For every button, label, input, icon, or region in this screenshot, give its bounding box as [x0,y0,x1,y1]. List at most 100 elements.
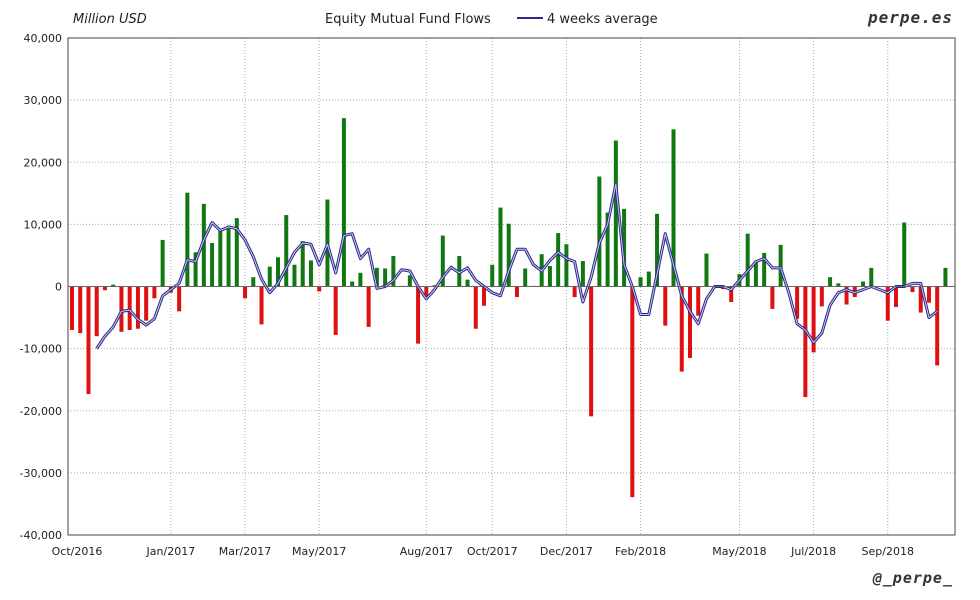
x-tick-label: Aug/2017 [400,545,453,558]
outflow-bar [803,286,808,398]
inflow-bar [374,267,379,287]
inflow-bar [523,268,528,287]
outflow-bar [885,286,890,321]
outflow-bar [696,286,701,316]
average-line [96,183,938,349]
inflow-bar [671,129,676,287]
outflow-bar [259,286,264,325]
outflow-bar [86,286,91,394]
outflow-bar [926,286,931,303]
outflow-bar [844,286,849,305]
inflow-bar [440,235,445,287]
outflow-bar [177,286,182,312]
inflow-bar [341,118,346,287]
outflow-bar [514,286,519,298]
outflow-bar [473,286,478,329]
y-tick-label: -20,000 [20,405,62,418]
inflow-bar [902,222,907,287]
inflow-bar [861,281,866,287]
chart-title: Equity Mutual Fund Flows [325,12,491,27]
inflow-bar [193,252,198,287]
outflow-bar [243,286,248,299]
outflow-bar [688,286,692,358]
inflow-bar [613,140,618,287]
outflow-bar [910,286,915,293]
legend-label: 4 weeks average [547,12,658,27]
inflow-bar [556,233,561,287]
inflow-bar [564,244,569,287]
inflow-bar [407,275,412,287]
inflow-bar [383,268,388,287]
legend: 4 weeks average [517,12,658,27]
outflow-bar [811,286,816,353]
inflow-bar [292,264,297,287]
inflow-bar [646,271,651,287]
outflow-bar [152,286,157,299]
outflow-bar [819,286,824,307]
y-tick-label: 0 [55,281,62,294]
inflow-bar [506,223,511,287]
inflow-bar [391,256,396,287]
outflow-bar [416,286,421,344]
outflow-bar [589,286,594,417]
inflow-bar [836,283,841,287]
x-tick-label: Dec/2017 [540,545,593,558]
inflow-bar [778,244,783,287]
outflow-bar [894,286,898,307]
outflow-bar [70,286,74,330]
outflow-bar [102,286,107,291]
inflow-bar [943,267,948,287]
inflow-bar [465,279,470,287]
inflow-bar [869,267,874,287]
outflow-bar [935,286,940,366]
outflow-bar [94,286,99,337]
outflow-bar [572,286,577,298]
inflow-bar [111,284,116,287]
brand-logo-text: perpe.es [867,8,953,27]
x-tick-label: Feb/2018 [615,545,666,558]
inflow-bar [226,228,231,287]
y-tick-label: 20,000 [24,156,63,169]
inflow-bar [276,257,280,287]
y-unit-label: Million USD [73,12,147,27]
inflow-bar [251,277,256,287]
inflow-bar [745,233,750,287]
inflow-bar [638,277,643,287]
inflow-bar [597,176,602,287]
bars-layer [70,118,948,498]
y-tick-label: -10,000 [20,343,62,356]
average-line-layer [95,182,939,350]
inflow-bar [284,215,289,287]
outflow-bar [630,286,635,498]
outflow-bar [135,286,140,329]
inflow-bar [490,264,495,287]
y-tick-label: 10,000 [24,218,63,231]
inflow-bar [762,252,767,287]
inflow-bar [267,266,272,287]
outflow-bar [482,286,486,306]
average-line-outline [95,182,939,350]
inflow-bar [580,261,585,287]
inflow-bar [234,218,239,287]
inflow-bar [308,260,313,287]
x-tick-label: Oct/2017 [467,545,518,558]
x-tick-label: Jul/2018 [790,545,836,558]
axes-layer: -40,000 -30,000 -20,000 -10,000 0 10,000 20,00… [20,32,956,558]
inflow-bar [210,243,215,287]
outflow-bar [78,286,83,334]
inflow-bar [704,253,709,287]
inflow-bar [432,285,437,287]
x-tick-label: May/2018 [712,545,766,558]
outflow-bar [729,286,734,303]
inflow-bar [185,192,190,287]
outflow-bar [918,286,923,313]
x-tick-label: Mar/2017 [219,545,271,558]
inflow-bar [160,239,165,287]
y-tick-label: 30,000 [24,94,63,107]
outflow-bar [366,286,371,327]
inflow-bar [350,281,355,287]
x-tick-label: Oct/2016 [52,545,103,558]
inflow-bar [218,230,223,287]
inflow-bar [358,272,363,287]
